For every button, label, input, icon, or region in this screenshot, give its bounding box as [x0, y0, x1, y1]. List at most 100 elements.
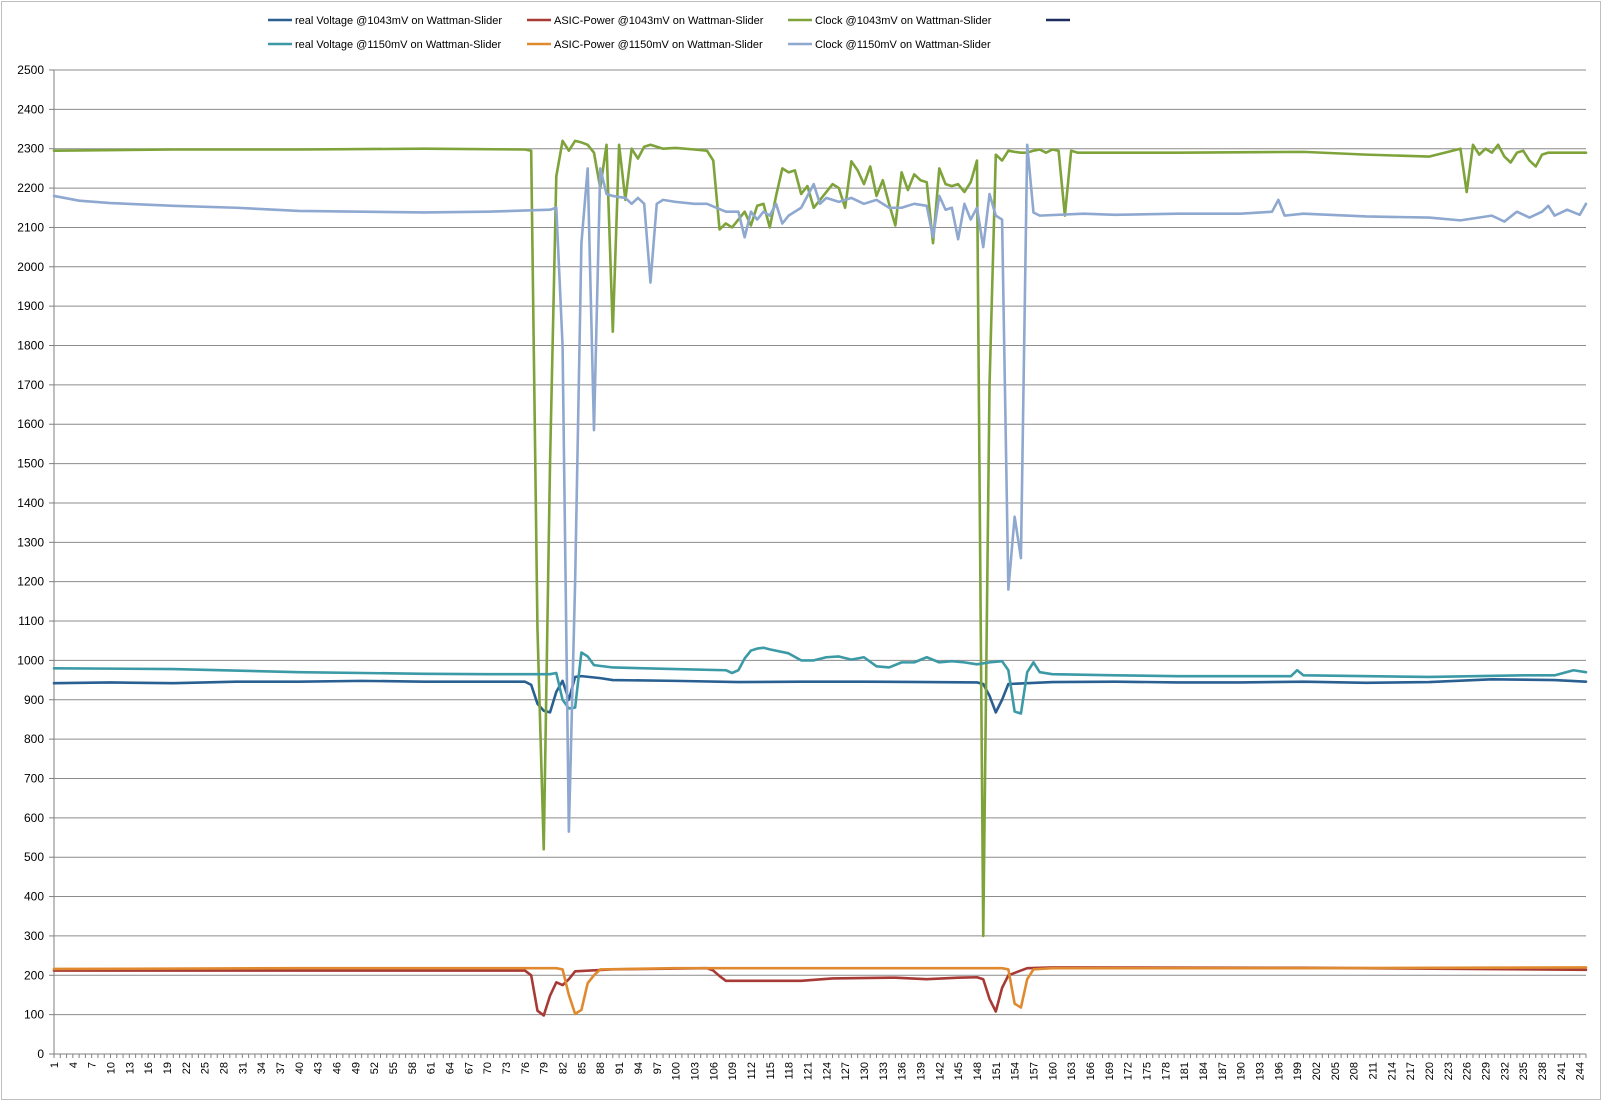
x-tick: 85	[576, 1062, 588, 1074]
x-tick-label: 166	[1085, 1062, 1097, 1080]
series-line-4	[52, 646, 1588, 715]
x-tick: 91	[614, 1062, 626, 1074]
x-tick-label: 124	[821, 1062, 833, 1080]
x-tick: 169	[1104, 1062, 1116, 1080]
x-tick: 121	[802, 1062, 814, 1080]
y-tick: 1300	[17, 535, 54, 549]
x-tick-label: 52	[369, 1062, 381, 1074]
x-tick-label: 127	[840, 1062, 852, 1080]
y-tick-label: 2400	[17, 102, 44, 116]
x-tick: 196	[1273, 1062, 1285, 1080]
y-tick-label: 1000	[17, 653, 44, 667]
x-tick-label: 184	[1198, 1062, 1210, 1080]
x-tick-label: 64	[445, 1062, 457, 1074]
x-tick: 7	[87, 1062, 99, 1068]
x-tick: 148	[972, 1062, 984, 1080]
x-tick: 100	[671, 1062, 683, 1080]
y-tick-label: 100	[24, 1008, 44, 1022]
y-tick-label: 500	[24, 850, 44, 864]
x-tick-label: 160	[1047, 1062, 1059, 1080]
x-tick-label: 79	[539, 1062, 551, 1074]
x-tick: 193	[1255, 1062, 1267, 1080]
y-tick: 2000	[17, 260, 54, 274]
y-tick: 2400	[17, 102, 54, 116]
x-tick: 106	[708, 1062, 720, 1080]
y-tick: 300	[24, 929, 54, 943]
x-tick-label: 106	[708, 1062, 720, 1080]
x-tick-label: 163	[1066, 1062, 1078, 1080]
x-tick: 1	[49, 1062, 61, 1068]
x-tick-label: 154	[1010, 1062, 1022, 1080]
x-tick-label: 61	[426, 1062, 438, 1074]
x-tick-label: 121	[802, 1062, 814, 1080]
x-tick-label: 13	[124, 1062, 136, 1074]
x-tick: 181	[1179, 1062, 1191, 1080]
x-tick-label: 223	[1443, 1062, 1455, 1080]
y-tick: 2100	[17, 220, 54, 234]
x-tick: 4	[68, 1062, 80, 1068]
x-tick-label: 112	[746, 1062, 758, 1080]
x-tick-label: 214	[1386, 1062, 1398, 1080]
x-tick-label: 82	[558, 1062, 570, 1074]
y-tick-label: 1300	[17, 535, 44, 549]
x-tick: 31	[237, 1062, 249, 1074]
y-tick: 2500	[17, 63, 54, 77]
x-tick-label: 178	[1160, 1062, 1172, 1080]
x-tick-label: 16	[143, 1062, 155, 1074]
y-tick-label: 600	[24, 811, 44, 825]
y-tick: 1200	[17, 575, 54, 589]
x-tick: 34	[256, 1062, 268, 1074]
x-tick: 25	[200, 1062, 212, 1074]
x-tick-label: 10	[106, 1062, 118, 1074]
x-tick: 79	[539, 1062, 551, 1074]
y-tick-label: 2500	[17, 63, 44, 77]
x-tick: 124	[821, 1062, 833, 1080]
legend-label: real Voltage @1043mV on Wattman-Slider	[295, 15, 502, 27]
x-tick-label: 103	[689, 1062, 701, 1080]
x-tick-label: 91	[614, 1062, 626, 1074]
legend-entry: Clock @1043mV on Wattman-Slider	[788, 15, 992, 27]
y-tick: 400	[24, 890, 54, 904]
series-line-6	[52, 143, 1588, 833]
y-tick-label: 1200	[17, 575, 44, 589]
x-tick-label: 55	[388, 1062, 400, 1074]
x-tick-label: 4	[68, 1062, 80, 1068]
x-tick-label: 130	[859, 1062, 871, 1080]
y-tick: 2200	[17, 181, 54, 195]
y-tick: 1100	[18, 614, 54, 628]
x-tick: 214	[1386, 1062, 1398, 1080]
x-tick: 43	[313, 1062, 325, 1074]
x-tick-label: 133	[878, 1062, 890, 1080]
x-tick: 163	[1066, 1062, 1078, 1080]
y-tick-label: 2000	[17, 260, 44, 274]
x-tick-label: 25	[200, 1062, 212, 1074]
x-tick: 142	[934, 1062, 946, 1080]
y-tick: 500	[24, 850, 54, 864]
x-tick: 55	[388, 1062, 400, 1074]
x-tick-label: 43	[313, 1062, 325, 1074]
x-tick: 235	[1518, 1062, 1530, 1080]
legend-label: ASIC-Power @1150mV on Wattman-Slider	[554, 39, 763, 51]
x-tick: 202	[1311, 1062, 1323, 1080]
x-tick-label: 88	[595, 1062, 607, 1074]
y-tick-label: 2300	[17, 142, 44, 156]
x-tick: 10	[106, 1062, 118, 1074]
legend-label: ASIC-Power @1043mV on Wattman-Slider	[554, 15, 764, 27]
y-tick: 700	[24, 771, 54, 785]
x-tick-label: 208	[1349, 1062, 1361, 1080]
series-line-0	[52, 674, 1588, 714]
x-tick-label: 241	[1556, 1062, 1568, 1080]
y-tick: 100	[24, 1008, 54, 1022]
x-tick: 133	[878, 1062, 890, 1080]
x-tick: 220	[1424, 1062, 1436, 1080]
x-tick-label: 220	[1424, 1062, 1436, 1080]
x-tick: 127	[840, 1062, 852, 1080]
y-tick: 1700	[17, 378, 54, 392]
x-tick: 241	[1556, 1062, 1568, 1080]
x-tick: 217	[1405, 1062, 1417, 1080]
x-tick-label: 238	[1537, 1062, 1549, 1080]
x-tick-label: 22	[181, 1062, 193, 1074]
x-tick-label: 97	[652, 1062, 664, 1074]
x-tick-label: 232	[1499, 1062, 1511, 1080]
